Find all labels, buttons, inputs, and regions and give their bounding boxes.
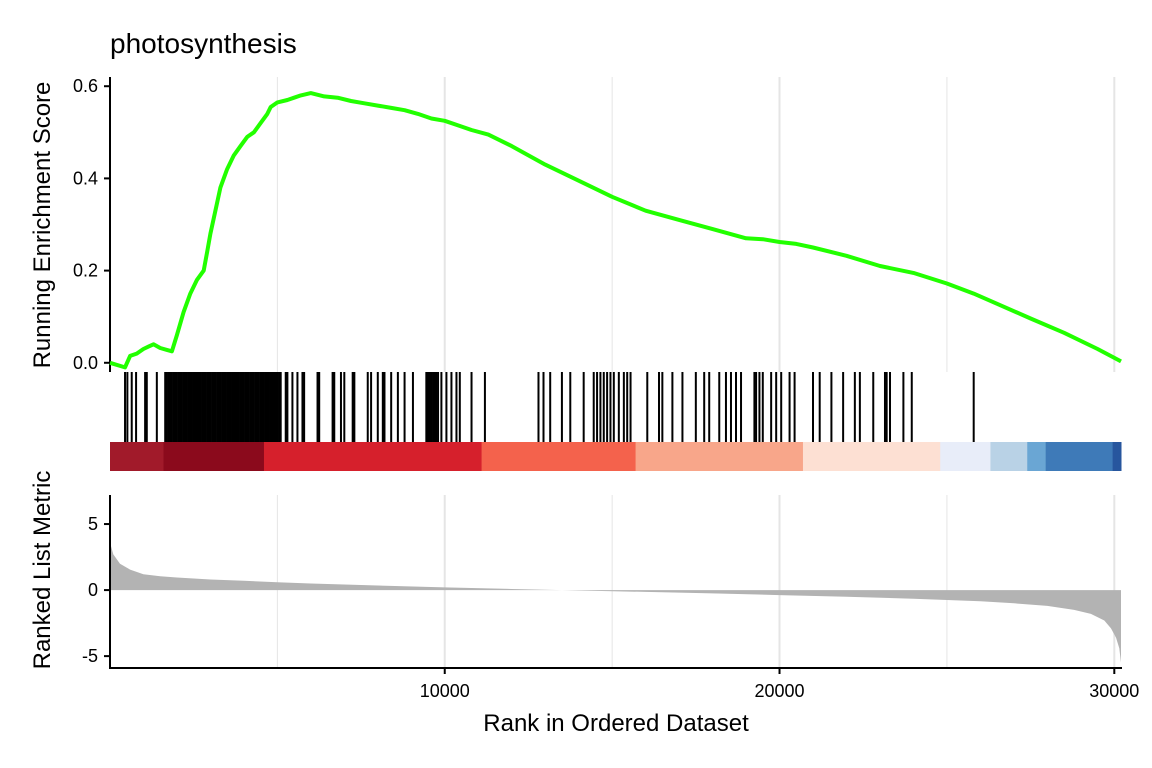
- color-bar-segment: [481, 442, 637, 471]
- metric-gridlines: [276, 495, 1116, 668]
- es-gridlines: [276, 77, 1116, 372]
- es-panel: 0.0 0.2 0.4 0.6 Running Enrichment Score: [29, 76, 1122, 373]
- color-bar-segment: [635, 442, 804, 471]
- x-ticks: 10000 20000 30000: [420, 668, 1139, 701]
- x-tick-label: 10000: [420, 681, 470, 701]
- metric-y-ticks: -5 0 5: [82, 514, 110, 666]
- es-y-tick-label: 0.0: [73, 353, 98, 373]
- color-bar-segment: [802, 442, 941, 471]
- metric-panel: -505 10000 20000 30000 Ranked List Metric …: [29, 471, 1139, 737]
- color-bar-segment: [110, 442, 165, 471]
- rank-color-bar: [110, 442, 1122, 471]
- color-bar-segment: [163, 442, 265, 471]
- color-bar-segment: [1045, 442, 1114, 471]
- metric-y-tick-label: 0: [88, 580, 98, 600]
- hit-ticks: [124, 372, 975, 442]
- x-axis-label: Rank in Ordered Dataset: [483, 710, 749, 737]
- es-y-tick-label: 0.4: [73, 168, 98, 188]
- hits-panel: [110, 372, 1122, 471]
- metric-y-tick-label: -5: [82, 646, 98, 666]
- es-y-tick-label: 0.2: [73, 261, 98, 281]
- x-tick-label: 30000: [1089, 681, 1139, 701]
- es-y-axis-label: Running Enrichment Score: [29, 82, 56, 369]
- ranked-metric-area: [110, 542, 1121, 663]
- color-bar-segment: [1112, 442, 1122, 471]
- color-bar-segment: [263, 442, 483, 471]
- metric-y-axis-label: Ranked List Metric: [29, 471, 56, 670]
- color-bar-segment: [940, 442, 991, 471]
- es-y-ticks: 0.0 0.2 0.4 0.6: [73, 76, 110, 373]
- es-y-tick-label: 0.6: [73, 76, 98, 96]
- x-tick-label: 20000: [754, 681, 804, 701]
- color-bar-segment: [1027, 442, 1047, 471]
- metric-y-tick-label: 5: [88, 514, 98, 534]
- enrichment-line: [109, 91, 1122, 370]
- color-bar-segment: [990, 442, 1028, 471]
- chart-title: photosynthesis: [110, 28, 297, 59]
